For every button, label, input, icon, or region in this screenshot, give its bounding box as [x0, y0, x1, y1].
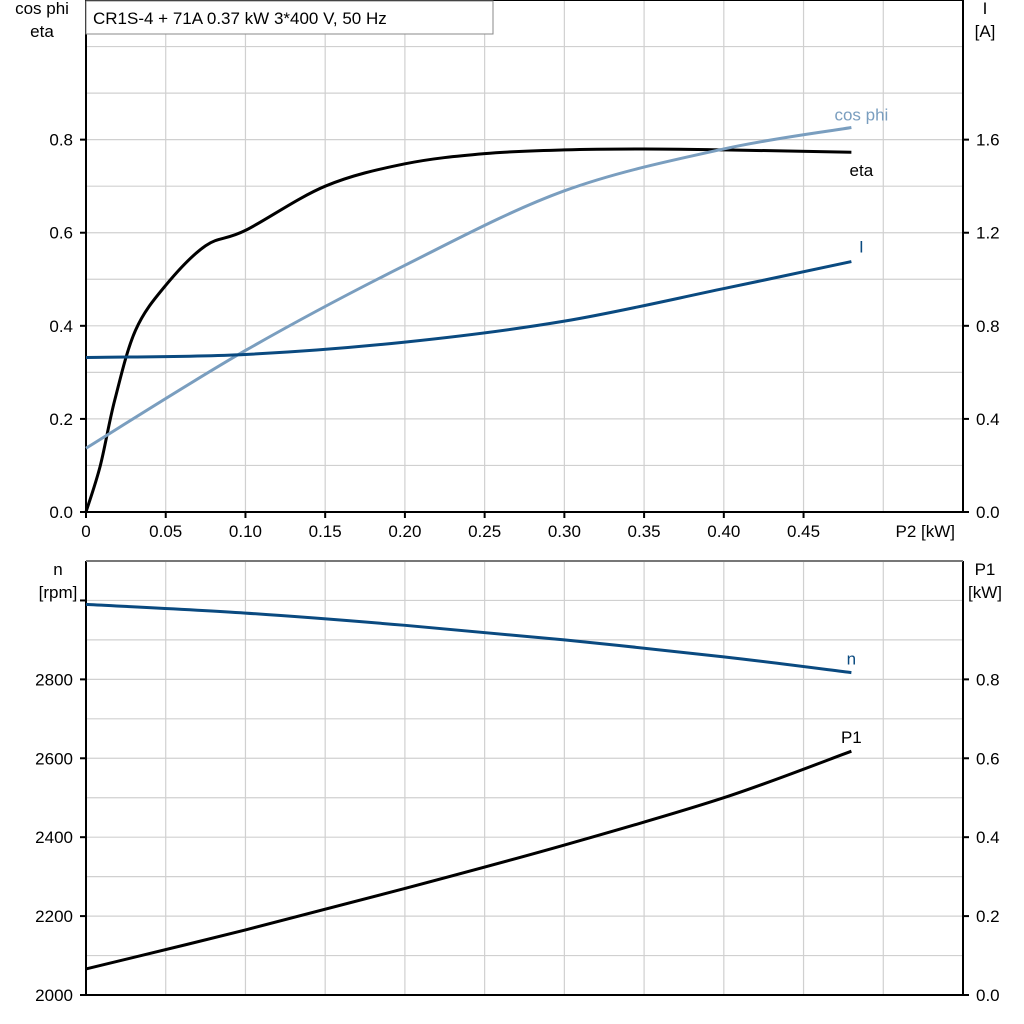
right-axis-label: I	[983, 0, 988, 18]
left-tick-label: 0.8	[49, 131, 73, 150]
right-tick-label: 1.6	[976, 131, 1000, 150]
right-axis-label: P1	[975, 560, 996, 579]
x-tick-label: 0.45	[787, 522, 820, 541]
title-box: CR1S-4 + 71A 0.37 kW 3*400 V, 50 Hz	[85, 0, 494, 35]
x-tick-label: 0.15	[309, 522, 342, 541]
x-tick-label: 0.10	[229, 522, 262, 541]
right-tick-label: 0.0	[976, 986, 1000, 1005]
series-label-eta: eta	[850, 161, 874, 180]
left-tick-label: 0.4	[49, 317, 73, 336]
left-tick-label: 0.6	[49, 224, 73, 243]
right-axis-label: [kW]	[968, 583, 1002, 602]
x-axis-label: P2 [kW]	[895, 522, 955, 541]
left-tick-label: 2600	[35, 749, 73, 768]
series-label-i: I	[859, 238, 864, 257]
series-label-n: n	[847, 650, 856, 669]
right-tick-label: 0.8	[976, 670, 1000, 689]
series-label-p1: P1	[841, 728, 862, 747]
left-tick-label: 2400	[35, 828, 73, 847]
left-tick-label: 0.0	[49, 503, 73, 522]
left-tick-label: 0.2	[49, 410, 73, 429]
left-axis-label: eta	[30, 22, 54, 41]
right-tick-label: 0.8	[976, 317, 1000, 336]
top-plot: 0.0 0.2 0.4 0.6 0.8 0.0 0.4 0.8 1.2 1.6 cos phi eta…	[15, 0, 1000, 541]
x-tick-label: 0.35	[628, 522, 661, 541]
series-line-n	[85, 602, 852, 675]
series-line-i	[85, 260, 852, 359]
right-tick-label: 0.6	[976, 749, 1000, 768]
left-axis-label: cos phi	[15, 0, 69, 18]
x-tick-label: 0.30	[548, 522, 581, 541]
series-label-cos-phi: cos phi	[834, 106, 888, 125]
left-tick-label: 2200	[35, 907, 73, 926]
chart-title: CR1S-4 + 71A 0.37 kW 3*400 V, 50 Hz	[93, 9, 387, 28]
left-axis-label: n	[53, 560, 62, 579]
series-line-cos-phi	[85, 126, 852, 450]
right-tick-label: 0.2	[976, 907, 1000, 926]
right-tick-label: 1.2	[976, 224, 1000, 243]
right-axis-label: [A]	[975, 22, 996, 41]
series-line-eta	[84, 147, 852, 513]
x-tick-label: 0.40	[707, 522, 740, 541]
right-tick-label: 0.4	[976, 410, 1000, 429]
bottom-plot: 2000 2200 2400 2600 2800 0.0 0.2 0.4 0.6 0.8 n [rpm…	[35, 560, 1002, 1005]
right-tick-label: 0.0	[976, 503, 1000, 522]
left-axis-label: [rpm]	[39, 583, 78, 602]
x-tick-label: 0.05	[149, 522, 182, 541]
right-tick-label: 0.4	[976, 828, 1000, 847]
left-tick-label: 2000	[35, 986, 73, 1005]
left-tick-label: 2800	[35, 670, 73, 689]
series-line-p1	[85, 749, 852, 971]
x-tick-label: 0.25	[468, 522, 501, 541]
x-tick-label: 0.20	[388, 522, 421, 541]
x-tick-label: 0	[81, 522, 90, 541]
